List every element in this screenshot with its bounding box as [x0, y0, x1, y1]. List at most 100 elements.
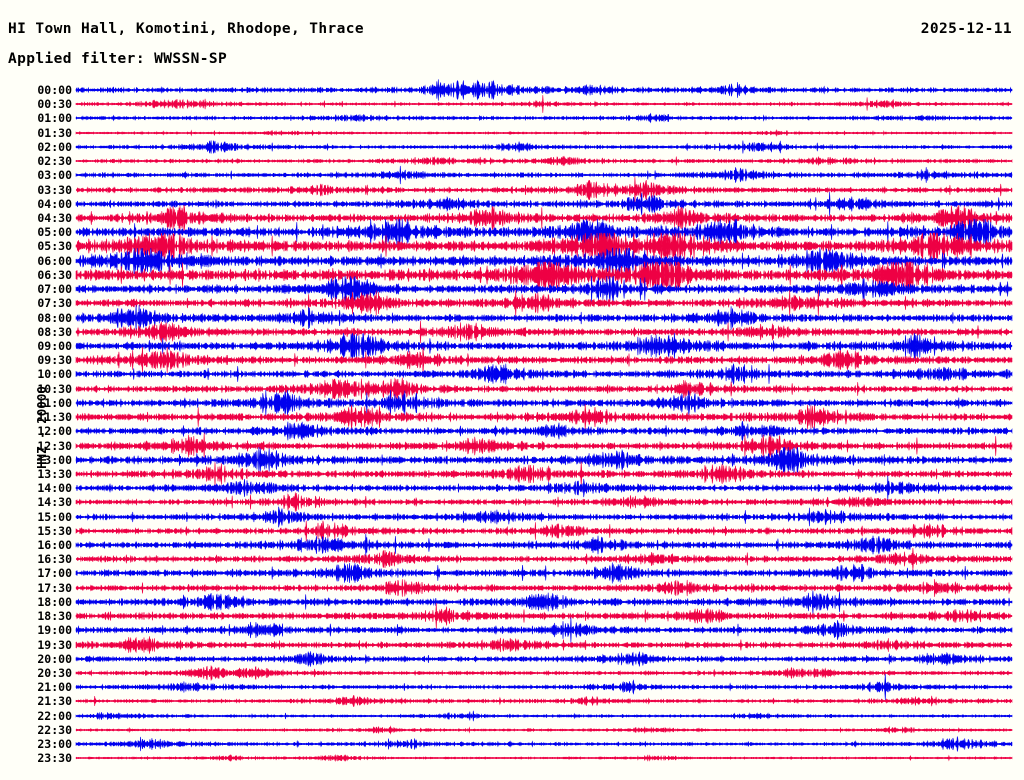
trace-time-label: 15:00 — [37, 509, 72, 524]
trace-time-label: 02:00 — [37, 139, 72, 154]
seismic-trace — [75, 128, 1013, 137]
trace-row: 17:00 — [0, 559, 1024, 587]
seismic-trace — [75, 506, 1013, 527]
trace-row: 20:30 — [0, 659, 1024, 687]
trace-time-label: 13:00 — [37, 452, 72, 467]
trace-time-label: 07:00 — [37, 282, 72, 297]
trace-row: 01:30 — [0, 119, 1024, 147]
trace-row: 14:30 — [0, 488, 1024, 516]
trace-time-label: 23:30 — [37, 751, 72, 766]
trace-time-label: 01:00 — [37, 111, 72, 126]
trace-row: 12:00 — [0, 417, 1024, 445]
applied-filter-label: Applied filter: WWSSN-SP — [8, 51, 228, 67]
seismic-trace — [75, 377, 1013, 401]
seismic-trace — [75, 204, 1013, 232]
trace-time-label: 22:00 — [37, 708, 72, 723]
trace-time-label: 04:30 — [37, 210, 72, 225]
trace-row: 07:00 — [0, 275, 1024, 303]
station-title: HI Town Hall, Komotini, Rhodope, Thrace — [8, 21, 365, 37]
trace-time-label: 03:30 — [37, 182, 72, 197]
trace-row: 18:00 — [0, 588, 1024, 616]
seismic-trace — [75, 736, 1013, 752]
trace-row: 19:30 — [0, 631, 1024, 659]
trace-time-label: 21:00 — [37, 680, 72, 695]
trace-row: 06:30 — [0, 260, 1024, 289]
trace-time-label: 12:30 — [37, 438, 72, 453]
seismic-trace — [75, 113, 1013, 124]
seismic-trace — [75, 320, 1013, 343]
trace-row: 16:00 — [0, 531, 1024, 559]
trace-row: 01:00 — [0, 104, 1024, 132]
trace-time-label: 18:30 — [37, 609, 72, 624]
trace-row: 15:30 — [0, 517, 1024, 545]
seismic-trace — [75, 590, 1013, 614]
seismic-trace — [75, 332, 1013, 360]
trace-time-label: 20:30 — [37, 666, 72, 681]
trace-row: 11:30 — [0, 403, 1024, 431]
seismic-trace — [75, 363, 1013, 385]
seismic-trace — [75, 155, 1013, 167]
trace-row: 10:00 — [0, 360, 1024, 388]
trace-time-label: 14:00 — [37, 481, 72, 496]
trace-time-label: 03:00 — [37, 168, 72, 183]
seismic-trace — [75, 674, 1013, 701]
trace-time-label: 02:30 — [37, 154, 72, 169]
seismic-trace — [75, 347, 1013, 374]
trace-row: 22:00 — [0, 702, 1024, 730]
seismic-trace — [75, 603, 1013, 630]
seismic-trace — [75, 218, 1013, 246]
trace-row: 19:00 — [0, 616, 1024, 644]
trace-time-label: 00:00 — [37, 83, 72, 97]
trace-row: 06:00 — [0, 247, 1024, 275]
trace-row: 12:30 — [0, 432, 1024, 460]
seismic-trace — [75, 260, 1013, 289]
trace-time-label: 04:00 — [37, 196, 72, 211]
trace-row: 00:30 — [0, 90, 1024, 118]
trace-time-label: 20:00 — [37, 651, 72, 666]
trace-time-label: 17:00 — [37, 566, 72, 581]
trace-time-label: 14:30 — [37, 495, 72, 510]
trace-time-label: 16:30 — [37, 552, 72, 567]
trace-time-label: 15:30 — [37, 523, 72, 538]
record-date: 2025-12-11 — [920, 21, 1012, 37]
seismic-trace — [75, 617, 1013, 643]
trace-row: 13:00 — [0, 446, 1024, 474]
seismic-trace — [75, 492, 1013, 513]
trace-time-label: 08:30 — [37, 324, 72, 339]
seismic-trace — [75, 304, 1013, 331]
trace-time-label: 17:30 — [37, 580, 72, 595]
trace-time-label: 19:00 — [37, 623, 72, 638]
trace-row: 22:30 — [0, 716, 1024, 744]
trace-time-label: 21:30 — [37, 694, 72, 709]
trace-row: 02:00 — [0, 133, 1024, 161]
seismic-trace — [75, 176, 1013, 203]
trace-time-label: 12:00 — [37, 424, 72, 439]
seismic-trace — [75, 247, 1013, 274]
trace-row: 03:30 — [0, 176, 1024, 204]
seismic-trace — [75, 191, 1013, 216]
trace-time-label: 06:30 — [37, 267, 72, 282]
trace-row: 03:00 — [0, 161, 1024, 189]
trace-row: 20:00 — [0, 645, 1024, 673]
trace-time-label: 18:00 — [37, 594, 72, 609]
seismic-trace — [75, 635, 1013, 654]
trace-row: 02:30 — [0, 147, 1024, 175]
trace-row: 21:00 — [0, 673, 1024, 701]
trace-time-label: 13:30 — [37, 466, 72, 481]
trace-time-label: 19:30 — [37, 637, 72, 652]
trace-time-label: 06:00 — [37, 253, 72, 268]
seismic-trace — [75, 275, 1013, 303]
trace-row: 10:30 — [0, 375, 1024, 403]
seismic-trace — [75, 664, 1013, 682]
trace-row: 04:00 — [0, 190, 1024, 218]
seismic-trace — [75, 710, 1013, 721]
seismic-trace — [75, 695, 1013, 708]
seismic-trace — [75, 461, 1013, 487]
trace-row: 09:00 — [0, 332, 1024, 360]
trace-row: 08:30 — [0, 318, 1024, 346]
seismic-trace — [75, 754, 1013, 763]
seismic-trace — [75, 166, 1013, 185]
trace-row: 09:30 — [0, 346, 1024, 374]
trace-row: 11:00 — [0, 389, 1024, 417]
trace-row: 08:00 — [0, 304, 1024, 332]
